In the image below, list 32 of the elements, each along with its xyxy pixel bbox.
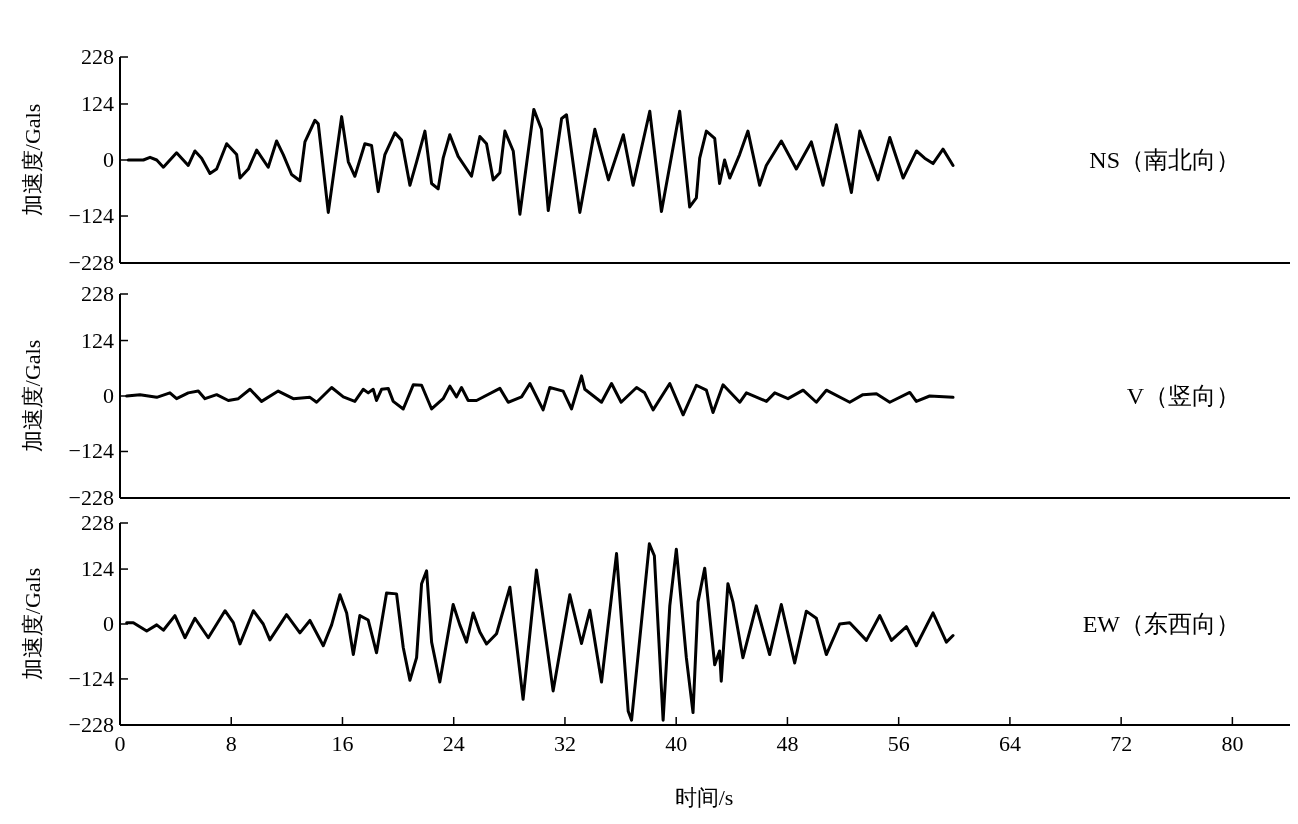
x-tick-label: 64 xyxy=(998,731,1021,756)
x-tick-label: 8 xyxy=(225,731,237,756)
y-tick-label: −228 xyxy=(68,712,114,737)
x-tick-label: 32 xyxy=(553,731,576,756)
x-tick-label: 24 xyxy=(442,731,465,756)
y-tick-label: 228 xyxy=(81,44,114,69)
y-axis-title: 加速度/Gals xyxy=(20,103,45,217)
y-tick-label: −228 xyxy=(68,485,114,510)
y-tick-label: 124 xyxy=(81,90,114,116)
y-tick-label: 0 xyxy=(103,383,114,408)
y-tick-label: −124 xyxy=(68,665,114,691)
y-tick-label: 228 xyxy=(81,281,114,306)
text: NS（南北向） xyxy=(1089,147,1240,173)
x-tick-label: 48 xyxy=(776,731,799,756)
x-tick-label: 56 xyxy=(887,731,910,756)
x-tick-label: 16 xyxy=(331,731,354,756)
y-tick-label: 124 xyxy=(81,327,114,353)
y-tick-label: 0 xyxy=(103,611,114,636)
y-tick-label: 0 xyxy=(103,147,114,172)
x-tick-label: 80 xyxy=(1221,731,1244,756)
x-axis-title: 时间/s xyxy=(674,785,734,810)
x-tick-label: 40 xyxy=(665,731,688,756)
y-tick-label: −124 xyxy=(68,438,114,464)
y-axis-title: 加速度/Gals xyxy=(20,567,45,681)
y-axis-title: 加速度/Gals xyxy=(20,339,45,453)
text: EW（东西向） xyxy=(1082,611,1240,637)
y-tick-label: −124 xyxy=(68,203,114,229)
y-tick-label: 228 xyxy=(81,510,114,535)
y-tick-label: −228 xyxy=(68,250,114,275)
y-tick-label: 124 xyxy=(81,556,114,582)
text: V（竖向） xyxy=(1126,383,1240,409)
x-tick-label: 72 xyxy=(1110,731,1133,756)
